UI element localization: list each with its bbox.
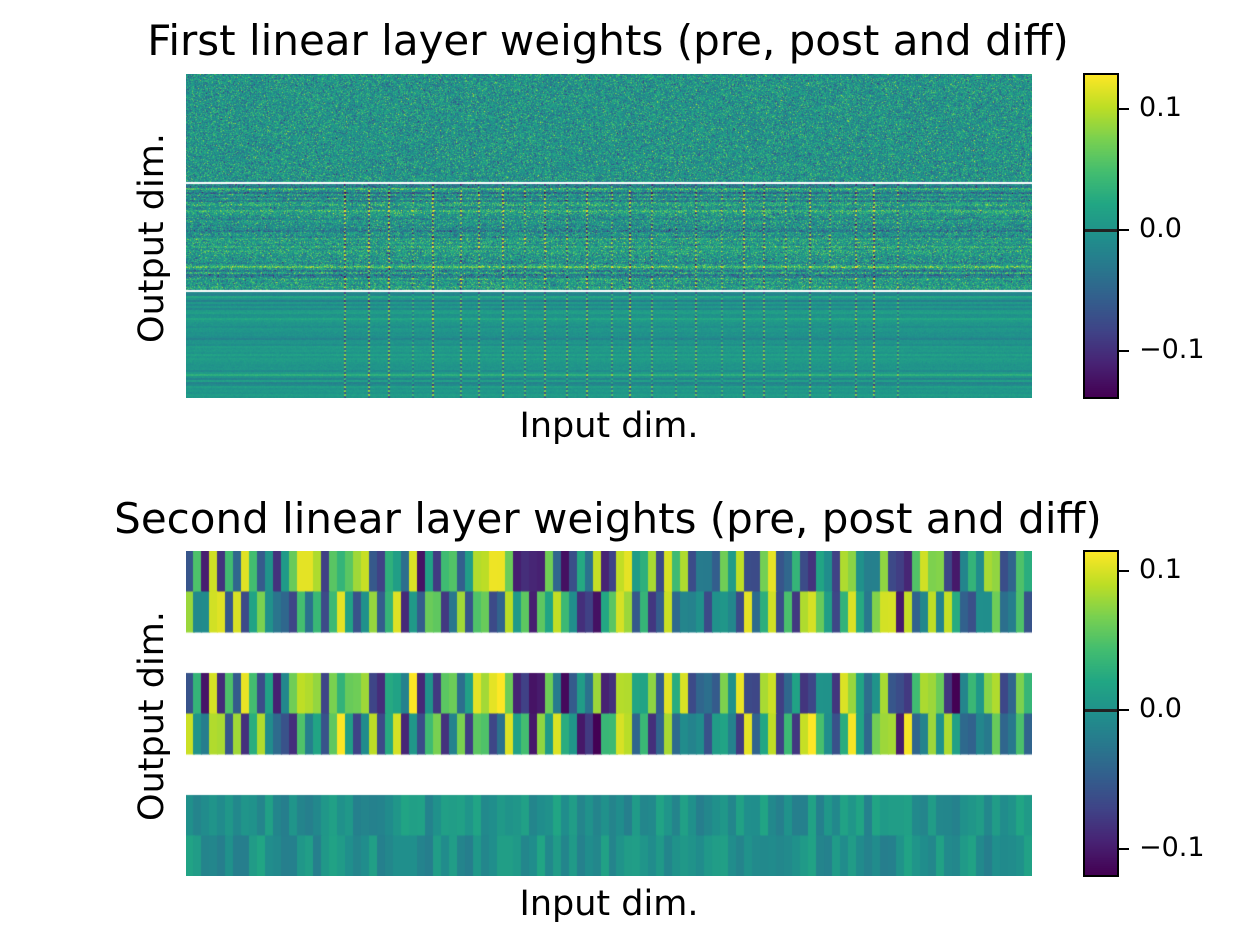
chart2-ylabel: Output dim.	[132, 611, 172, 821]
colorbar-tick	[1119, 848, 1129, 851]
colorbar-tick-label: 0.1	[1139, 92, 1182, 124]
colorbar-tick-label: 0.0	[1139, 212, 1182, 244]
chart2-heatmap	[186, 551, 1032, 876]
colorbar-tick	[1119, 709, 1129, 712]
chart1-title: First linear layer weights (pre, post an…	[147, 16, 1069, 65]
chart2-colorbar	[1083, 550, 1119, 877]
chart1-colorbar	[1083, 73, 1119, 399]
colorbar-tick	[1119, 569, 1129, 572]
colorbar-zero-line	[1085, 709, 1117, 713]
chart2-title: Second linear layer weights (pre, post a…	[114, 494, 1102, 543]
chart2-xlabel: Input dim.	[519, 884, 699, 924]
colorbar-tick	[1119, 228, 1129, 231]
colorbar-tick-label: −0.1	[1139, 333, 1205, 365]
colorbar-tick	[1119, 108, 1129, 111]
chart1-ylabel: Output dim.	[132, 133, 172, 343]
colorbar-zero-line	[1085, 228, 1117, 232]
colorbar-tick	[1119, 349, 1129, 352]
chart1-heatmap	[186, 74, 1032, 398]
colorbar-tick-label: 0.0	[1139, 693, 1182, 725]
chart1-xlabel: Input dim.	[519, 406, 699, 446]
colorbar-tick-label: 0.1	[1139, 553, 1182, 585]
colorbar-tick-label: −0.1	[1139, 832, 1205, 864]
